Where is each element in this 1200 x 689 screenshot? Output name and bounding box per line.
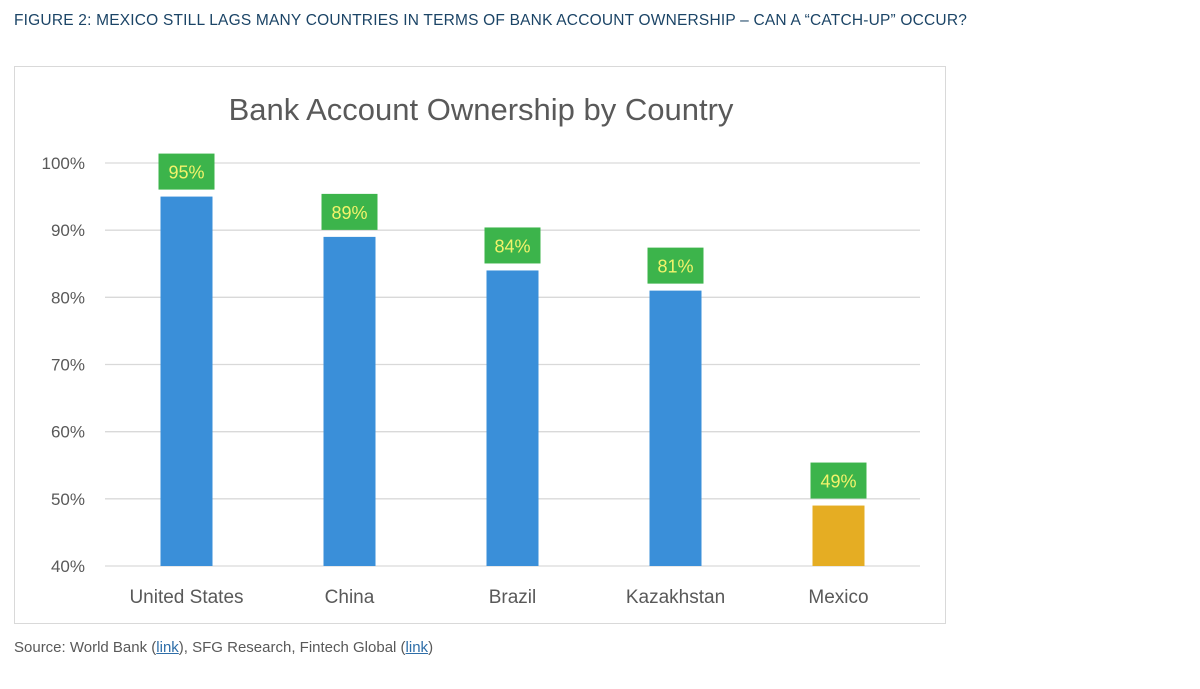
data-labels: 95% 89% 84% 81% 49%	[158, 153, 867, 499]
data-label: 81%	[657, 257, 693, 277]
chart-frame: Bank Account Ownership by Country 40% 50%…	[14, 66, 946, 624]
data-label-box	[321, 193, 378, 230]
world-bank-link[interactable]: link	[156, 639, 179, 656]
x-tick-label: Kazakhstan	[626, 587, 725, 608]
bar-mexico	[812, 505, 865, 566]
y-tick-label: 70%	[51, 356, 85, 375]
x-tick-label: United States	[129, 587, 243, 608]
x-tick-label: Brazil	[489, 587, 537, 608]
fintech-global-link[interactable]: link	[405, 639, 429, 656]
bar-chart: Bank Account Ownership by Country 40% 50%…	[42, 92, 920, 608]
source-prefix: Source: World Bank (	[14, 639, 157, 656]
y-tick-label: 100%	[42, 154, 85, 173]
x-axis-ticks: United States China Brazil Kazakhstan Mexico	[129, 587, 868, 608]
y-tick-label: 90%	[51, 221, 85, 240]
source-suffix: )	[428, 639, 434, 656]
source-note: Source: World Bank (link), SFG Research,…	[14, 639, 433, 656]
bar-china	[323, 236, 376, 566]
figure-caption: FIGURE 2: MEXICO STILL LAGS MANY COUNTRI…	[14, 12, 968, 29]
y-axis-ticks: 40% 50% 60% 70% 80% 90% 100%	[42, 154, 85, 576]
x-tick-label: China	[325, 587, 375, 608]
source-middle: ), SFG Research, Fintech Global (	[178, 639, 406, 656]
y-tick-label: 60%	[51, 423, 85, 442]
data-label-box	[647, 247, 704, 284]
y-tick-label: 80%	[51, 288, 85, 307]
data-label: 89%	[331, 203, 367, 223]
x-tick-label: Mexico	[808, 587, 868, 608]
y-tick-label: 50%	[51, 490, 85, 509]
data-label-box	[158, 153, 215, 190]
bar-united-states	[160, 196, 213, 567]
data-label-box	[810, 462, 867, 499]
chart-title: Bank Account Ownership by Country	[229, 92, 734, 127]
bar-brazil	[486, 270, 539, 566]
bar-kazakhstan	[649, 290, 702, 566]
bars	[160, 196, 865, 567]
data-label: 49%	[820, 472, 856, 492]
data-label: 84%	[494, 236, 530, 256]
y-tick-label: 40%	[51, 557, 85, 576]
data-label-box	[484, 227, 541, 264]
data-label: 95%	[168, 163, 204, 183]
